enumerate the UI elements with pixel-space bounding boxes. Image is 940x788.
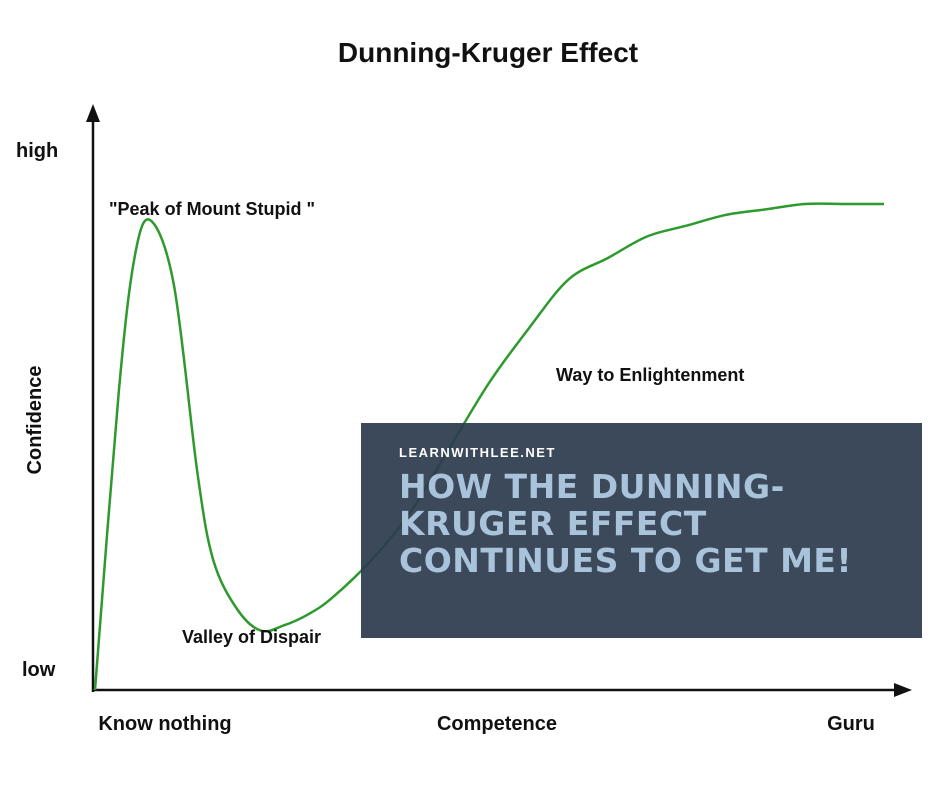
y-axis-arrow	[86, 104, 100, 122]
headline-text: HOW THE DUNNING-KRUGER EFFECT CONTINUES …	[399, 467, 853, 580]
headline-overlay: LEARNWITHLEE.NET HOW THE DUNNING-KRUGER …	[361, 423, 922, 638]
y-tick-low: low	[22, 659, 56, 681]
y-axis-label: Confidence	[24, 366, 46, 475]
annotation-peak-of-mount-stupid: "Peak of Mount Stupid "	[109, 199, 315, 219]
x-axis-arrow	[894, 683, 912, 697]
x-tick-competence: Competence	[437, 713, 557, 735]
site-name: LEARNWITHLEE.NET	[399, 445, 556, 460]
x-tick-guru: Guru	[827, 713, 875, 735]
chart-title: Dunning-Kruger Effect	[338, 37, 638, 68]
annotation-way-to-enlightenment: Way to Enlightenment	[556, 365, 744, 385]
annotation-valley-of-dispair: Valley of Dispair	[182, 627, 321, 647]
confidence-curve	[93, 202, 884, 691]
y-tick-high: high	[16, 140, 58, 162]
x-tick-know-nothing: Know nothing	[98, 713, 231, 735]
